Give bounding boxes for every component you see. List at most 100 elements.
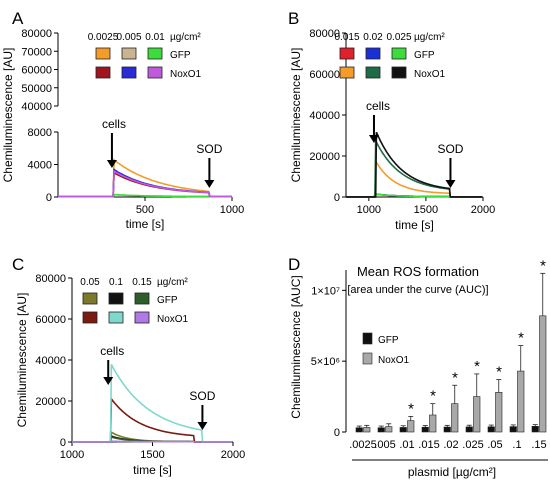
panel-c-legend-col-0: 0.05 (80, 277, 100, 288)
panel-a-legend-unit: µg/cm² (170, 32, 201, 43)
panel-a-arrow-sod-head (204, 180, 215, 188)
panel-d-bar-gfp-7 (509, 426, 517, 433)
panel-a-arrow-cells-head (106, 160, 117, 168)
panel-a-legend-col-1: 0.005 (116, 32, 141, 43)
panel-a-legend-col-2: 0.01 (145, 32, 165, 43)
panel-c-series-0 (72, 430, 233, 443)
panel-c-ytick-label-3: 60000 (35, 314, 66, 326)
panel-d-xlabel: plasmid [µg/cm²] (408, 465, 496, 479)
panel-d-sig-4: * (452, 369, 458, 386)
panel-a-letter: A (12, 9, 24, 28)
panel-b-legend-swatch-1-2 (391, 66, 407, 79)
panel-d-xtick-label-1: .005 (374, 439, 395, 451)
panel-a-ytick-label-upper-3: 70000 (21, 46, 52, 58)
panel-c-xlabel: time [s] (133, 463, 172, 477)
panel-d-sig-8: * (540, 257, 546, 274)
panel-b-ytick-label-1: 20000 (309, 151, 340, 163)
panel-b-legend-row-1: NoxO1 (414, 69, 446, 80)
panel-d-bar-gfp-0 (355, 427, 363, 433)
panel-c-xtick-label-1: 1500 (140, 449, 164, 461)
panel-d-sig-7: * (518, 330, 524, 347)
panel-d-bar-gfp-2 (399, 427, 407, 433)
panel-a-legend-row-1: NoxO1 (170, 69, 202, 80)
panel-d-ytick-label-1: 5×10⁶ (311, 356, 340, 368)
panel-d-bar-gfp-4 (443, 426, 451, 433)
panel-b-ylabel: Chemiluminescence [AU] (289, 48, 303, 183)
panel-d-bar-noxo1-5 (473, 396, 481, 433)
panel-d-bar-noxo1-3 (429, 414, 437, 433)
panel-a-legend-swatch-1-2 (147, 66, 163, 79)
panel-d-xtick-label-6: .05 (487, 439, 502, 451)
panel-a-series-5 (58, 169, 232, 198)
panel-d-legend-label-1: NoxO1 (378, 355, 410, 366)
panel-a-legend-col-0: 0.0025 (88, 32, 119, 43)
panel-d-title: Mean ROS formation (357, 264, 479, 279)
panel-c-letter: C (12, 255, 24, 274)
panel-b-legend-unit: µg/cm² (414, 32, 445, 43)
panel-c-ylabel: Chemiluminescence [AU] (15, 293, 29, 428)
panel-c-xtick-label-2: 2000 (221, 449, 245, 461)
panel-a-series-0 (58, 158, 232, 198)
panel-a-ytick-label-lower-2: 8000 (28, 127, 52, 139)
panel-b-legend-swatch-0-0 (339, 47, 355, 60)
panel-a-legend-swatch-1-0 (95, 66, 111, 79)
panel-d-xtick-label-3: .015 (418, 439, 439, 451)
panel-b-xtick-label-0: 1000 (357, 204, 381, 216)
panel-c-legend-unit: µg/cm² (157, 277, 188, 288)
panel-d-ytick-label-2: 1×10⁷ (311, 285, 340, 297)
panel-b-arrow-sod-head (445, 180, 456, 188)
panel-b-letter: B (288, 9, 299, 28)
panel-c-annot-cells: cells (100, 344, 124, 358)
panel-d-bar-gfp-6 (487, 426, 495, 433)
panel-d-bar-noxo1-2 (407, 420, 415, 433)
panel-c-legend-swatch-0-0 (82, 292, 98, 305)
panel-d-sig-5: * (474, 358, 480, 375)
panel-a-ytick-label-lower-1: 4000 (28, 160, 52, 172)
panel-d-xtick-label-4: .02 (443, 439, 458, 451)
panel-c-xtick-label-0: 1000 (60, 449, 84, 461)
panel-d-bar-noxo1-4 (451, 403, 459, 433)
panel-d-ylabel: Chemiluminescence [AUC] (289, 275, 303, 418)
panel-a-legend-swatch-0-0 (95, 47, 111, 60)
panel-c-legend-swatch-1-1 (108, 311, 124, 324)
panel-d-bar-noxo1-0 (363, 427, 371, 433)
panel-b-legend-col-2: 0.025 (386, 32, 411, 43)
panel-b-legend-swatch-0-2 (391, 47, 407, 60)
panel-c-legend-row-0: GFP (157, 295, 178, 306)
panel-a-ylabel: Chemiluminescence [AU] (1, 48, 15, 183)
panel-c-legend-swatch-0-2 (134, 292, 150, 305)
panel-c-arrow-cells-head (103, 377, 114, 385)
panel-d-xtick-label-7: .1 (512, 439, 521, 451)
panel-d-bar-gfp-5 (465, 426, 473, 433)
panel-c-legend-col-2: 0.15 (132, 277, 152, 288)
panel-b-legend-col-1: 0.02 (363, 32, 383, 43)
panel-c-series-3 (72, 396, 233, 443)
panel-d-bar-gfp-8 (531, 426, 539, 433)
panel-c-legend-swatch-0-1 (108, 292, 124, 305)
panel-a-ytick-label-upper-0: 40000 (21, 101, 52, 113)
panel-b-series-5 (346, 131, 483, 198)
panel-b: B 0 20000 40000 60000 80000 1000 1500 2000 time [… (288, 9, 495, 232)
panel-c-legend-col-1: 0.1 (109, 277, 123, 288)
panel-b-legend-col-0: 0.015 (334, 32, 359, 43)
panel-a-ytick-label-upper-1: 50000 (21, 83, 52, 95)
panel-c: C 0 20000 40000 60000 80000 1000 1500 2000 time [… (12, 255, 245, 477)
panel-d-xtick-label-8: .15 (531, 439, 546, 451)
panel-a-xtick-label-0: 500 (136, 204, 154, 216)
panel-b-arrow-cells-head (368, 135, 379, 143)
panel-a-ytick-label-upper-4: 80000 (21, 28, 52, 40)
panel-c-legend-swatch-1-2 (134, 311, 150, 324)
panel-c-series-5 (72, 440, 233, 443)
panel-a-ytick-label-upper-2: 60000 (21, 65, 52, 77)
panel-b-ytick-label-2: 40000 (309, 110, 340, 122)
panel-d: D Mean ROS formation [area under the curve… (288, 255, 548, 479)
panel-c-arrow-sod-head (197, 422, 208, 430)
panel-d-xtick-label-2: .01 (399, 439, 414, 451)
panel-c-ytick-label-0: 0 (60, 437, 66, 449)
panel-d-sig-2: * (408, 400, 414, 417)
panel-a: A 40000 50000 60000 70000 80000 0 4000 8000 500 10… (1, 9, 244, 231)
panel-a-legend-swatch-0-2 (147, 47, 163, 60)
panel-d-sig-3: * (430, 388, 436, 405)
panel-b-xtick-label-2: 2000 (471, 204, 495, 216)
panel-d-legend-swatch-0 (362, 332, 373, 345)
